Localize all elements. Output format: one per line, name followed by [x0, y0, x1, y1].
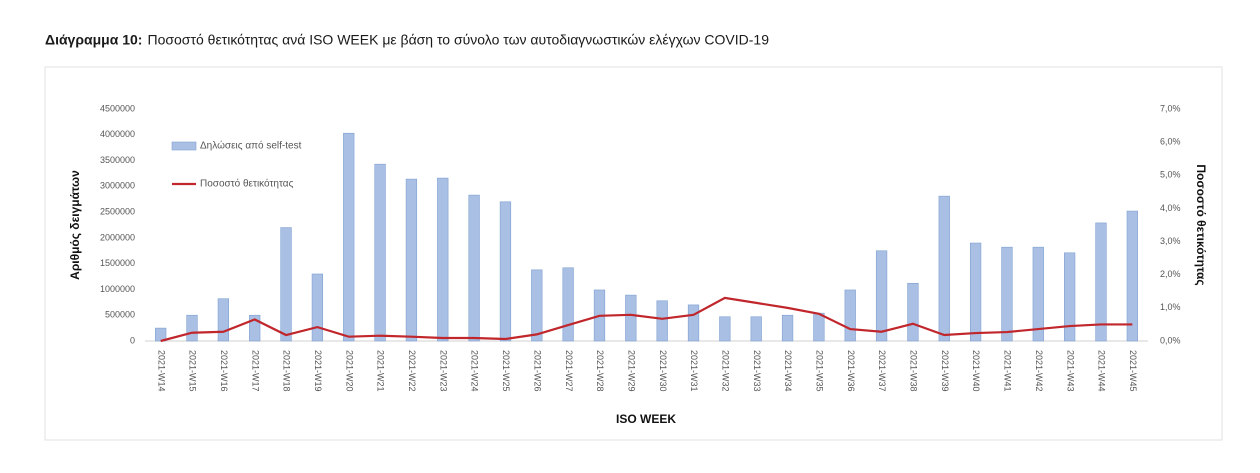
bar — [1095, 222, 1107, 342]
y-tick-label: 1500000 — [100, 258, 135, 268]
legend-label: Ποσοστό θετικότητας — [200, 178, 294, 190]
bar — [969, 242, 982, 342]
x-tick-label: 2021-W20 — [344, 350, 354, 392]
x-tick-label: 2021-W24 — [470, 350, 480, 392]
y2-tick-label: 2,0% — [1160, 269, 1181, 279]
bar — [1126, 210, 1138, 342]
x-tick-label: 2021-W17 — [250, 350, 260, 392]
bar — [750, 316, 762, 342]
bar — [938, 195, 950, 342]
x-tick-label: 2021-W18 — [282, 350, 292, 392]
x-tick-label: 2021-W33 — [752, 350, 762, 392]
bar — [1001, 246, 1013, 342]
bar — [531, 269, 543, 342]
bar — [405, 178, 418, 342]
bar — [343, 132, 355, 342]
y2-tick-label: 3,0% — [1160, 236, 1181, 246]
bar — [499, 201, 512, 342]
y2-axis-title: Ποσοστό θετικότητας — [1194, 164, 1208, 285]
y-tick-label: 0 — [130, 335, 135, 345]
x-tick-label: 2021-W30 — [658, 350, 668, 392]
y-tick-label: 500000 — [105, 310, 135, 320]
x-tick-label: 2021-W21 — [376, 350, 386, 392]
bar — [907, 282, 919, 342]
bar — [311, 273, 324, 342]
x-tick-label: 2021-W31 — [689, 350, 699, 392]
bar — [217, 298, 229, 342]
x-tick-label: 2021-W38 — [909, 350, 919, 392]
x-tick-label: 2021-W25 — [501, 350, 511, 392]
bar — [719, 316, 731, 342]
x-tick-label: 2021-W23 — [438, 350, 448, 392]
x-tick-label: 2021-W37 — [877, 350, 887, 392]
x-tick-label: 2021-W43 — [1065, 350, 1075, 392]
bar — [437, 177, 449, 342]
bar — [875, 250, 888, 342]
x-tick-label: 2021-W40 — [971, 350, 981, 392]
x-tick-label: 2021-W45 — [1128, 350, 1138, 392]
x-tick-label: 2021-W22 — [407, 350, 417, 392]
x-tick-label: 2021-W14 — [156, 350, 166, 392]
x-tick-label: 2021-W44 — [1097, 350, 1107, 392]
bar — [374, 163, 386, 342]
y2-tick-label: 6,0% — [1160, 137, 1181, 147]
y2-tick-label: 7,0% — [1160, 103, 1181, 113]
y2-tick-label: 0,0% — [1160, 335, 1181, 345]
y-axis-title: Αριθμός δειγμάτων — [68, 170, 82, 280]
x-tick-label: 2021-W34 — [783, 350, 793, 392]
chart-title: Ποσοστό θετικότητας ανά ISO WEEK με βάση… — [147, 32, 769, 48]
y-tick-label: 1000000 — [100, 284, 135, 294]
bar — [656, 300, 668, 342]
bar — [562, 267, 574, 342]
y-tick-label: 3000000 — [100, 181, 135, 191]
y-tick-label: 2000000 — [100, 232, 135, 242]
bar — [186, 314, 198, 342]
bar — [781, 314, 794, 342]
bar — [280, 227, 292, 342]
x-tick-label: 2021-W29 — [626, 350, 636, 392]
legend-label: Δηλώσεις από self-test — [200, 140, 302, 152]
bar — [844, 289, 856, 342]
bar — [1064, 252, 1076, 342]
y2-tick-label: 5,0% — [1160, 170, 1181, 180]
bar — [249, 314, 261, 342]
x-tick-label: 2021-W39 — [940, 350, 950, 392]
x-tick-label: 2021-W35 — [815, 350, 825, 392]
bar — [813, 312, 825, 342]
y-tick-label: 2500000 — [100, 206, 135, 216]
bar — [468, 194, 480, 342]
y-tick-label: 4500000 — [100, 103, 135, 113]
x-tick-label: 2021-W28 — [595, 350, 605, 392]
line — [160, 296, 1133, 343]
chart-title-label: Διάγραμμα 10: — [45, 32, 142, 48]
x-tick-label: 2021-W41 — [1003, 350, 1013, 392]
x-axis-title: ISO WEEK — [616, 412, 676, 426]
bar — [625, 294, 637, 342]
chart-frame — [44, 66, 1223, 441]
y2-tick-label: 1,0% — [1160, 302, 1181, 312]
x-tick-label: 2021-W26 — [532, 350, 542, 392]
x-tick-label: 2021-W27 — [564, 350, 574, 392]
y-tick-label: 3500000 — [100, 155, 135, 165]
x-tick-label: 2021-W42 — [1034, 350, 1044, 392]
legend-swatch — [171, 141, 197, 151]
x-tick-label: 2021-W36 — [846, 350, 856, 392]
y-tick-label: 4000000 — [100, 129, 135, 139]
x-tick-label: 2021-W16 — [219, 350, 229, 392]
x-tick-label: 2021-W15 — [188, 350, 198, 392]
bar — [1032, 246, 1044, 342]
bar — [687, 304, 700, 342]
x-tick-label: 2021-W32 — [720, 350, 730, 392]
y2-tick-label: 4,0% — [1160, 203, 1181, 213]
x-tick-label: 2021-W19 — [313, 350, 323, 392]
